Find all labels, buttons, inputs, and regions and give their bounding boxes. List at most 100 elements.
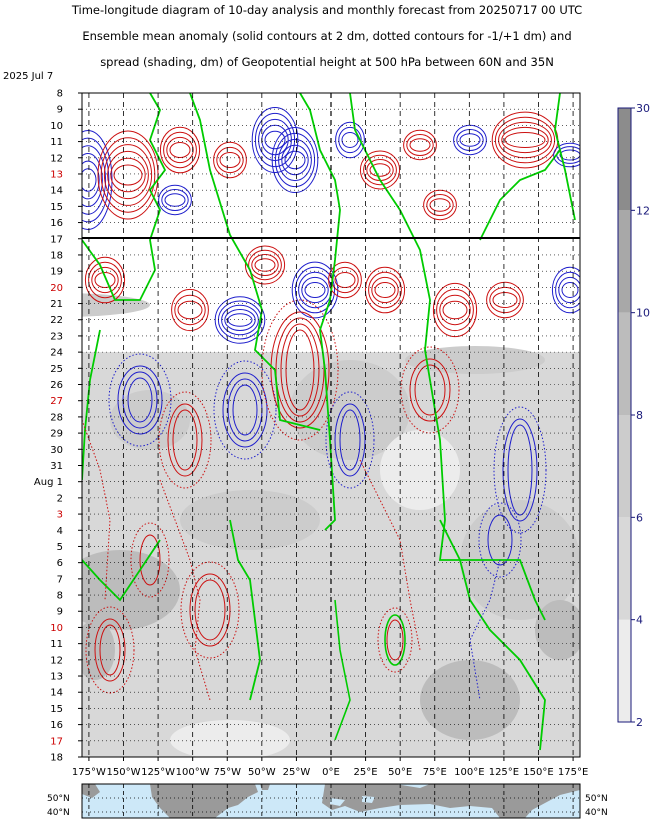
y-tick-label: 22 xyxy=(50,315,63,326)
contour-line xyxy=(426,194,454,216)
contour-line xyxy=(498,121,552,159)
contour-line xyxy=(504,132,546,148)
y-tick-label: 16 xyxy=(50,218,63,229)
contour-line xyxy=(359,150,401,190)
contour-line xyxy=(334,599,351,741)
title-line-3: spread (shading, dm) of Geopotential hei… xyxy=(100,55,554,69)
contour-line xyxy=(244,245,286,285)
spread-blob xyxy=(380,430,460,510)
y-tick-label: Aug 1 xyxy=(34,477,63,488)
x-tick-label: 25°W xyxy=(283,767,311,778)
contour-line xyxy=(103,144,153,206)
contour-line xyxy=(172,409,198,471)
y-tick-label: 13 xyxy=(50,169,63,180)
x-tick-label: 100°W xyxy=(176,767,210,778)
contour-line xyxy=(487,514,513,566)
contour-line xyxy=(222,372,268,448)
contour-line xyxy=(189,573,231,647)
contour-line xyxy=(409,138,431,152)
y-tick-label: 17 xyxy=(50,234,63,245)
contour-line xyxy=(82,329,101,481)
y-tick-label: 10 xyxy=(50,121,63,132)
plot-area xyxy=(82,93,580,757)
contour-line xyxy=(82,152,103,208)
contour-line xyxy=(406,134,434,156)
colorbar-segment xyxy=(618,415,631,518)
spread-blob xyxy=(180,490,320,550)
y-tick-label: 29 xyxy=(50,429,63,440)
x-tick-label: 175°E xyxy=(558,767,588,778)
contour-line xyxy=(88,261,122,299)
contour-line xyxy=(403,129,437,161)
contour-line xyxy=(91,266,119,294)
contour-line xyxy=(414,364,446,416)
y-tick-label: 27 xyxy=(50,396,63,407)
contour-line xyxy=(82,137,110,223)
y-tick-label: 21 xyxy=(50,299,63,310)
contour-line xyxy=(349,93,546,621)
contour-line xyxy=(423,189,457,221)
contour-line xyxy=(94,272,116,288)
contour-line xyxy=(492,292,518,308)
contour-line xyxy=(99,624,121,676)
x-axis-ticks: 175°W 150°W 125°W 100°W 75°W 50°W 25°W 0°E 25°E 5… xyxy=(72,757,588,778)
contour-line xyxy=(167,403,203,477)
contour-line xyxy=(478,502,522,578)
map-land xyxy=(82,784,580,818)
contour-line xyxy=(338,126,362,154)
contour-line xyxy=(325,391,375,489)
contour-line xyxy=(82,168,97,192)
contour-line xyxy=(177,300,203,320)
contour-line xyxy=(158,184,192,216)
contour-line xyxy=(139,534,161,586)
contour-line xyxy=(339,409,361,471)
colorbar-segment xyxy=(618,312,631,415)
y-tick-label: 3 xyxy=(57,510,63,521)
y-tick-label: 25 xyxy=(50,364,63,375)
y-tick-label: 5 xyxy=(57,542,63,553)
y-tick-label: 18 xyxy=(50,250,63,261)
contour-line xyxy=(555,271,580,309)
contour-line xyxy=(261,299,339,441)
contour-line xyxy=(110,157,146,193)
x-tick-label: 25°E xyxy=(354,767,378,778)
contour-line xyxy=(304,282,326,298)
y-axis-ticks: 8910111213141516171819202122232425262728… xyxy=(34,89,82,764)
contour-line xyxy=(122,371,158,429)
contour-line xyxy=(169,142,191,158)
contour-line xyxy=(284,150,306,170)
contour-line xyxy=(85,606,135,694)
contour-line xyxy=(251,254,279,276)
contour-line xyxy=(161,189,189,211)
contour-line xyxy=(368,271,402,309)
contour-line xyxy=(166,136,194,164)
map-lat-50-right: 50°N xyxy=(585,794,608,804)
y-tick-label: 9 xyxy=(57,105,63,116)
x-tick-label: 150°E xyxy=(523,767,553,778)
contour-line xyxy=(213,360,277,460)
contour-line xyxy=(264,130,286,150)
y-start-label: 2025 Jul 7 xyxy=(3,71,53,82)
colorbar-tick-label: 12 xyxy=(636,204,650,217)
contour-line xyxy=(561,282,579,298)
colorbar-tick-label: 30 xyxy=(636,102,650,115)
contour-line xyxy=(281,144,309,176)
contour-line xyxy=(439,294,471,326)
y-tick-label: 13 xyxy=(50,672,63,683)
y-tick-label: 4 xyxy=(57,526,63,537)
contour-line xyxy=(254,112,296,168)
contour-line xyxy=(189,93,321,431)
contour-line xyxy=(371,276,399,304)
y-tick-label: 23 xyxy=(50,331,63,342)
contour-line xyxy=(270,311,330,429)
contour-line xyxy=(127,377,153,423)
colorbar-segment xyxy=(618,517,631,620)
contour-line xyxy=(248,249,282,281)
contour-line xyxy=(82,160,100,200)
contour-line xyxy=(363,154,397,186)
contour-line xyxy=(436,288,474,332)
colorbar-segment xyxy=(618,210,631,313)
y-tick-label: 8 xyxy=(57,591,63,602)
contour-line xyxy=(82,145,107,215)
contour-line xyxy=(489,286,521,314)
